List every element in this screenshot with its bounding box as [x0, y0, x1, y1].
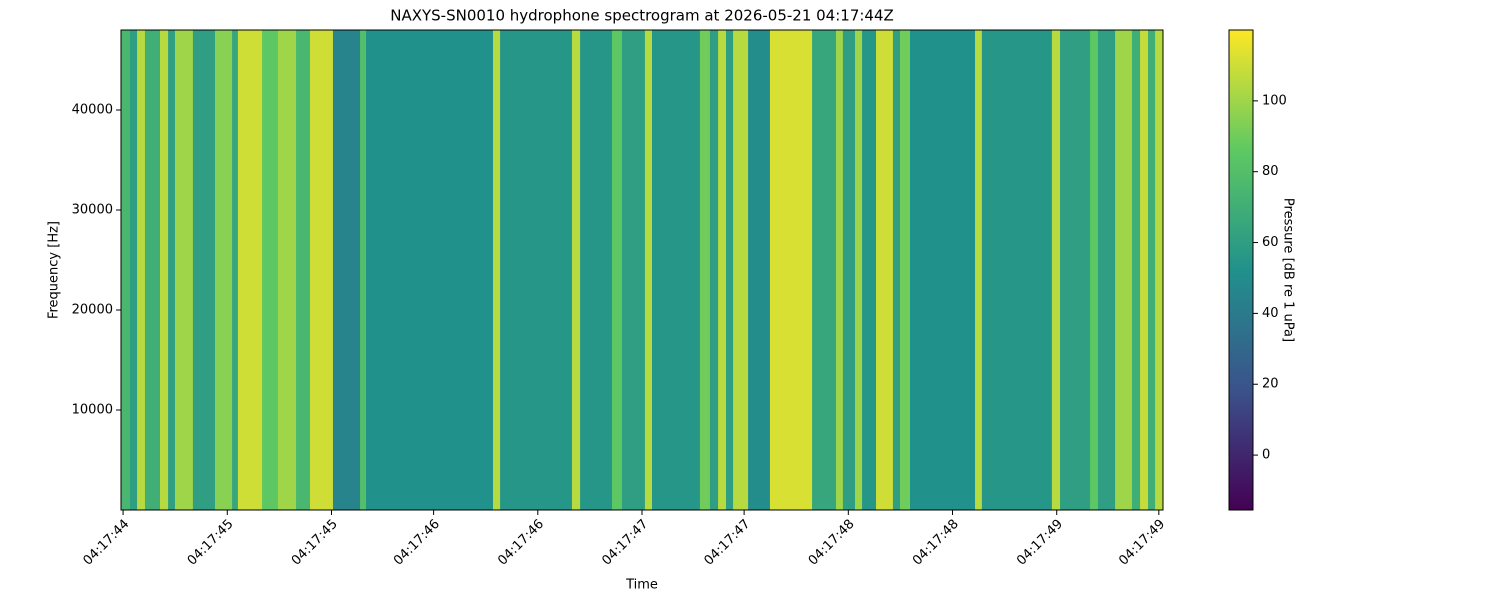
- colorbar-tick-label: 20: [1262, 377, 1279, 392]
- y-axis-label: Frequency [Hz]: [47, 221, 62, 319]
- spectrogram-band: [892, 30, 901, 510]
- x-tick-label: 04:17:46: [495, 517, 547, 569]
- y-tick-label: 40000: [72, 103, 113, 118]
- spectrogram-band: [237, 30, 263, 510]
- colorbar-tick-label: 80: [1262, 164, 1279, 179]
- x-tick-label: 04:17:47: [599, 517, 651, 569]
- x-tick-label: 04:17:49: [1014, 517, 1066, 569]
- spectrogram-band: [129, 30, 138, 510]
- spectrogram-band: [296, 30, 311, 510]
- spectrogram-band: [854, 30, 863, 510]
- spectrogram-band: [699, 30, 711, 510]
- spectrogram-band: [310, 30, 334, 510]
- spectrogram-band: [159, 30, 169, 510]
- spectrogram-band: [718, 30, 727, 510]
- spectrogram-band: [611, 30, 623, 510]
- x-tick-label: 04:17:44: [80, 517, 132, 569]
- spectrogram-band: [842, 30, 856, 510]
- spectrogram-band: [1140, 30, 1149, 510]
- chart-title: NAXYS-SN0010 hydrophone spectrogram at 2…: [390, 7, 894, 25]
- x-tick-label: 04:17:46: [391, 517, 443, 569]
- spectrogram-band: [262, 30, 279, 510]
- x-tick-label: 04:17:47: [702, 517, 754, 569]
- colorbar-label: Pressure [dB re 1 uPa]: [1281, 198, 1296, 342]
- y-tick-label: 10000: [72, 403, 113, 418]
- spectrogram-band: [812, 30, 837, 510]
- spectrogram-band: [214, 30, 233, 510]
- spectrogram-band: [1147, 30, 1156, 510]
- spectrogram-band: [360, 30, 367, 510]
- spectrogram-band: [725, 30, 734, 510]
- y-tick-label: 30000: [72, 203, 113, 218]
- spectrogram-band: [876, 30, 894, 510]
- colorbar-tick-label: 100: [1262, 93, 1287, 108]
- spectrogram-band: [709, 30, 719, 510]
- spectrogram-band: [899, 30, 911, 510]
- spectrogram-band: [571, 30, 581, 510]
- spectrogram-band: [733, 30, 749, 510]
- spectrogram-band: [1060, 30, 1091, 510]
- x-tick-label: 04:17:48: [910, 517, 962, 569]
- spectrogram-band: [910, 30, 976, 510]
- spectrogram-band: [500, 30, 573, 510]
- x-tick-label: 04:17:48: [806, 517, 858, 569]
- x-tick-label: 04:17:45: [185, 517, 237, 569]
- spectrogram-band: [644, 30, 653, 510]
- spectrogram-band: [981, 30, 1053, 510]
- spectrogram-band: [137, 30, 146, 510]
- spectrogram-band: [232, 30, 239, 510]
- spectrogram-band: [1097, 30, 1116, 510]
- colorbar: [1228, 29, 1254, 511]
- spectrogram-band: [769, 30, 813, 510]
- spectrogram-band: [836, 30, 844, 510]
- x-tick-label: 04:17:45: [289, 517, 341, 569]
- spectrogram-band: [1155, 30, 1164, 510]
- spectrogram-band: [492, 30, 501, 510]
- spectrogram-band: [1051, 30, 1061, 510]
- spectrogram-band: [121, 30, 131, 510]
- spectrogram-band: [975, 30, 983, 510]
- spectrogram-band: [144, 30, 161, 510]
- spectrogram-band: [277, 30, 297, 510]
- spectrogram-band: [332, 30, 361, 510]
- colorbar-tick-label: 0: [1262, 448, 1270, 463]
- spectrogram-band: [748, 30, 771, 510]
- spectrogram-band: [1131, 30, 1141, 510]
- spectrogram-band: [580, 30, 613, 510]
- spectrogram-band: [621, 30, 646, 510]
- spectrogram-band: [1115, 30, 1133, 510]
- spectrogram-band: [192, 30, 216, 510]
- x-axis-label: Time: [625, 578, 658, 593]
- spectrogram-band: [168, 30, 176, 510]
- y-tick-label: 20000: [72, 303, 113, 318]
- spectrogram-band: [862, 30, 877, 510]
- plot-area: [121, 30, 1164, 510]
- spectrogram-band: [174, 30, 194, 510]
- colorbar-tick-label: 60: [1262, 235, 1279, 250]
- x-tick-label: 04:17:49: [1116, 517, 1168, 569]
- colorbar-tick-label: 40: [1262, 306, 1279, 321]
- spectrogram-band: [652, 30, 701, 510]
- spectrogram-band: [366, 30, 494, 510]
- spectrogram-band: [1090, 30, 1099, 510]
